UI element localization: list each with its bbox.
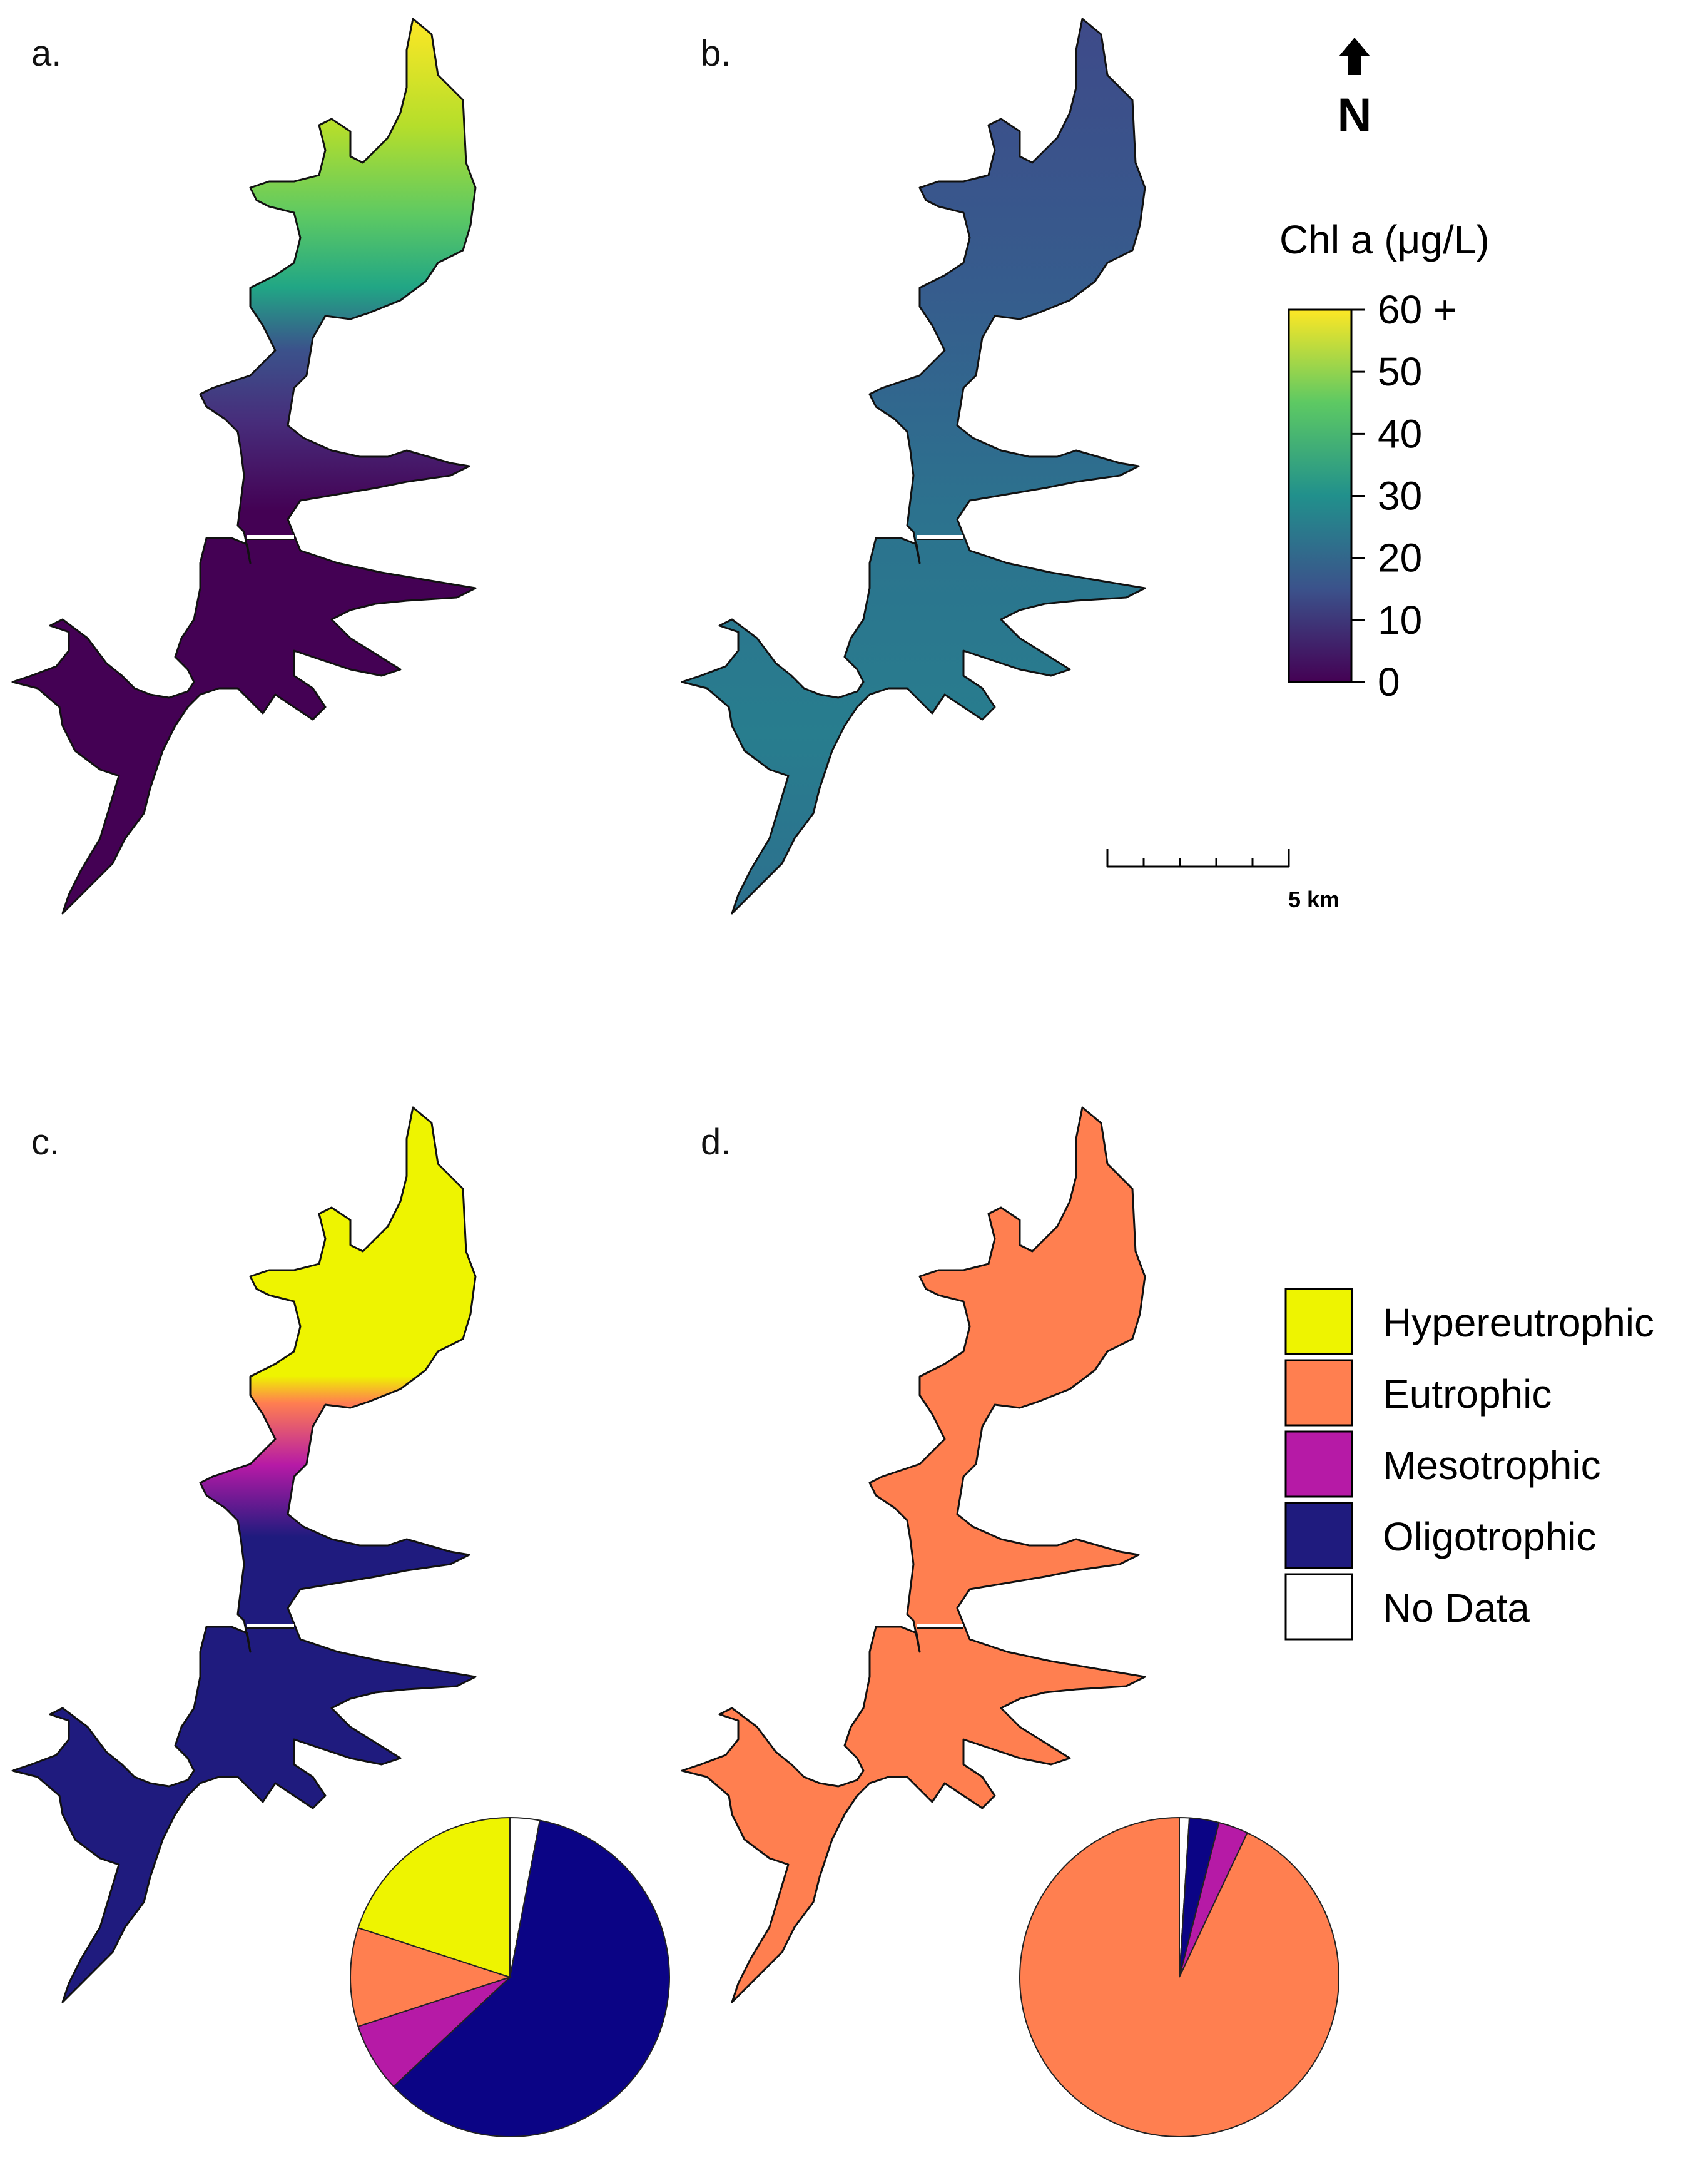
north-arrow-icon: [1339, 38, 1370, 75]
legend-label: Eutrophic: [1383, 1371, 1552, 1417]
reservoir-map: [681, 18, 1146, 915]
pie-slice-eutrophic: [1019, 1816, 1339, 2137]
panel-d: d.: [681, 1106, 1146, 2003]
legend-label: Oligotrophic: [1383, 1514, 1597, 1559]
scale-bar-label: 5 km: [1288, 887, 1339, 912]
panel-label: c.: [31, 1122, 59, 1163]
pie-chart-c: [350, 1816, 670, 2137]
colorbar-tick-label: 40: [1378, 411, 1422, 456]
pie-slice-eutrophic: [350, 1926, 512, 2028]
colorbar-ramp: [1288, 308, 1353, 683]
panel-label: b.: [701, 33, 731, 74]
trophic-legend-item: Eutrophic: [1284, 1359, 1552, 1427]
legend-label: No Data: [1383, 1585, 1530, 1631]
trophic-legend: Hypereutrophic Eutrophic Mesotrophic Oligot…: [1284, 1288, 1654, 1641]
legend-swatch: [1284, 1502, 1353, 1569]
north-arrow: N: [1338, 38, 1372, 142]
reservoir-shape: [11, 18, 477, 915]
legend-swatch: [1284, 1430, 1353, 1498]
reservoir-map: [681, 1106, 1146, 2003]
legend-layer: N Chl a (μg/L) 0 10 20 30 40 50 60 + 5 km Hypereut…: [350, 38, 1654, 2137]
panels-layer: a. b. c. d.: [11, 18, 1146, 2003]
colorbar-tick-label: 50: [1378, 349, 1422, 394]
reservoir-map: [11, 1106, 477, 2003]
panel-label: d.: [701, 1122, 731, 1163]
pie-slice-mesotrophic: [357, 1977, 511, 2087]
colorbar-tick-label: 10: [1378, 598, 1422, 643]
panel-a: a.: [11, 18, 477, 915]
scale-bar: 5 km: [1106, 849, 1339, 912]
legend-label: Hypereutrophic: [1383, 1300, 1654, 1345]
legend-swatch: [1284, 1288, 1353, 1355]
pie-chart-d: [1019, 1816, 1339, 2137]
trophic-legend-item: Oligotrophic: [1284, 1502, 1597, 1569]
panel-c: c.: [11, 1106, 477, 2003]
legend-swatch: [1284, 1573, 1353, 1641]
panel-b: b.: [681, 18, 1146, 915]
colorbar-tick-label: 30: [1378, 474, 1422, 519]
reservoir-shape: [681, 18, 1146, 915]
colorbar-title: Chl a (μg/L): [1279, 217, 1490, 262]
pie-slice-hypereutrophic: [357, 1816, 511, 1978]
colorbar-tick-label: 60 +: [1378, 287, 1456, 332]
trophic-legend-item: Mesotrophic: [1284, 1430, 1601, 1498]
colorbar-tick-label: 20: [1378, 536, 1422, 581]
trophic-legend-item: Hypereutrophic: [1284, 1288, 1654, 1355]
north-label: N: [1338, 89, 1372, 142]
panel-label: a.: [31, 33, 61, 74]
trophic-legend-item: No Data: [1284, 1573, 1530, 1641]
legend-swatch: [1284, 1359, 1353, 1427]
reservoir-map: [11, 18, 477, 915]
colorbar: Chl a (μg/L) 0 10 20 30 40 50 60 +: [1279, 217, 1490, 705]
pie-slice-oligotrophic: [392, 1819, 670, 2137]
colorbar-tick-label: 0: [1378, 659, 1400, 705]
legend-label: Mesotrophic: [1383, 1443, 1601, 1488]
